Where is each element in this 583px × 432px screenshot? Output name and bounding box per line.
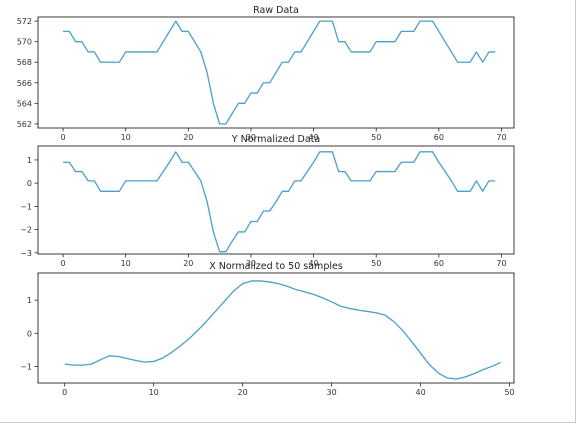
- x-tick-label: 30: [327, 388, 337, 397]
- subplot-3: 0 10 20 30 40 50 −1 0 1 X Normalized to 50 sample…: [20, 261, 514, 397]
- axes-frame: [37, 16, 515, 129]
- series-line: [63, 151, 496, 253]
- subplot-2: 0 10 20 30 40 50 60 70 −3 −2 −1 0 1 Y Normalized Data: [20, 134, 515, 268]
- x-tick-label: 0: [61, 259, 66, 268]
- y-tick-label: −3: [20, 249, 32, 258]
- y-tick-label: −2: [20, 226, 32, 235]
- chart-title: Raw Data: [253, 5, 299, 16]
- x-tick-label: 20: [183, 133, 193, 142]
- x-tick-label: 20: [238, 388, 248, 397]
- x-tick-label: 0: [62, 388, 67, 397]
- series-line: [64, 280, 501, 380]
- y-tick-label: 564: [17, 99, 32, 108]
- chart-title: X Normalized to 50 samples: [209, 261, 343, 272]
- figure: 0 10 20 30 40 50 60 70 562 564 566 568 570 572 Raw Dat…: [0, 0, 576, 423]
- y-tick-label: −1: [20, 202, 32, 211]
- y-tick-label: 570: [17, 38, 32, 47]
- y-tick-label: 0: [27, 179, 32, 188]
- y-tick-label: 0: [27, 329, 32, 338]
- x-tick-label: 10: [121, 133, 131, 142]
- x-tick-label: 40: [308, 133, 318, 142]
- y-tick-label: 566: [17, 79, 32, 88]
- x-tick-label: 60: [434, 133, 444, 142]
- y-tick-label: 1: [27, 296, 32, 305]
- x-tick-label: 70: [496, 259, 506, 268]
- y-tick-label: 1: [27, 156, 32, 165]
- subplot-1: 0 10 20 30 40 50 60 70 562 564 566 568 570 572 Raw Dat…: [17, 5, 515, 142]
- series-line: [63, 20, 496, 125]
- x-tick-label: 30: [246, 259, 256, 268]
- x-tick-label: 50: [371, 259, 381, 268]
- chart-title: Y Normalized Data: [231, 134, 320, 145]
- x-tick-label: 50: [371, 133, 381, 142]
- x-tick-label: 0: [61, 133, 66, 142]
- x-tick-label: 10: [149, 388, 159, 397]
- x-tick-label: 50: [504, 388, 514, 397]
- axes-frame: [37, 272, 515, 384]
- x-tick-label: 30: [246, 133, 256, 142]
- y-tick-label: 572: [17, 17, 32, 26]
- x-tick-label: 60: [434, 259, 444, 268]
- x-tick-label: 40: [308, 259, 318, 268]
- axes-frame: [37, 145, 515, 255]
- y-tick-label: −1: [20, 362, 32, 371]
- y-tick-label: 568: [17, 58, 32, 67]
- x-tick-label: 10: [121, 259, 131, 268]
- x-tick-label: 40: [415, 388, 425, 397]
- y-tick-label: 562: [17, 120, 32, 129]
- x-tick-label: 70: [496, 133, 506, 142]
- x-tick-label: 20: [183, 259, 193, 268]
